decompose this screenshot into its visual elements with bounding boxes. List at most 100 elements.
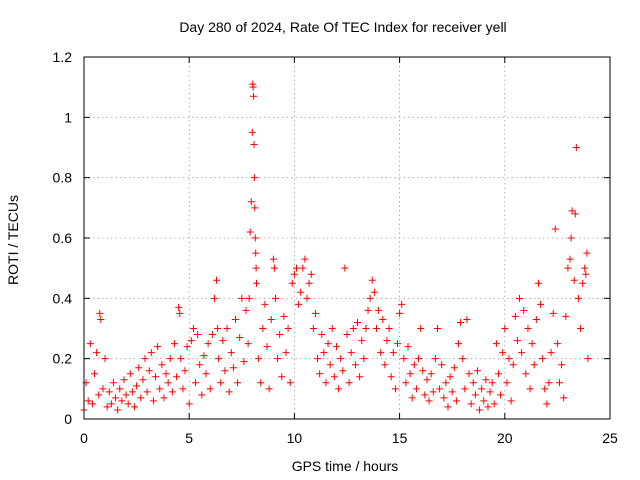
data-point [181, 367, 189, 375]
data-point [328, 325, 336, 332]
data-point [551, 225, 559, 233]
data-point [149, 397, 157, 405]
data-point [244, 340, 252, 348]
data-point [215, 355, 223, 363]
data-point [574, 294, 582, 302]
data-point [270, 264, 278, 272]
data-point [400, 355, 408, 363]
data-point [276, 331, 284, 339]
data-point [322, 379, 330, 387]
data-point [107, 400, 115, 408]
data-point [311, 309, 319, 317]
data-point [436, 385, 444, 393]
data-point [364, 306, 372, 314]
data-point [549, 309, 557, 317]
data-point [318, 331, 326, 339]
data-point [162, 370, 170, 378]
data-point [240, 358, 248, 366]
data-point [250, 92, 258, 100]
data-point [154, 343, 162, 351]
data-point [101, 355, 109, 363]
data-point [288, 279, 296, 287]
data-point [284, 325, 292, 332]
data-point [513, 337, 521, 345]
data-point [252, 249, 260, 257]
data-point [280, 312, 288, 320]
data-point [124, 400, 132, 408]
y-tick-label: 0.8 [53, 170, 73, 186]
data-point [556, 379, 564, 387]
y-tick-label: 0 [64, 411, 72, 427]
data-point [252, 264, 260, 272]
data-point [116, 385, 124, 393]
data-point [545, 379, 553, 387]
data-point [189, 325, 197, 332]
data-point [379, 315, 387, 323]
data-point [316, 370, 324, 378]
data-point [406, 370, 414, 378]
data-point [249, 83, 257, 91]
data-point [524, 325, 532, 332]
data-point [158, 361, 166, 369]
data-point [259, 325, 267, 332]
data-point [351, 361, 359, 369]
data-points [80, 80, 592, 414]
data-point [577, 325, 585, 332]
data-point [530, 361, 538, 369]
data-point [404, 343, 412, 351]
data-point [343, 331, 351, 339]
data-point [448, 388, 456, 396]
data-point [97, 315, 105, 323]
data-point [372, 325, 380, 332]
data-point [419, 367, 427, 375]
data-point [383, 337, 391, 345]
data-point [332, 343, 340, 351]
data-point [109, 379, 117, 387]
data-point [166, 355, 174, 363]
x-tick-labels: 0 5 10 15 20 25 [80, 430, 618, 446]
data-point [469, 379, 477, 387]
data-point [250, 140, 258, 148]
data-point [269, 255, 277, 263]
data-point [147, 349, 155, 357]
data-point [532, 315, 540, 323]
data-point [482, 376, 490, 384]
data-point [152, 373, 160, 381]
data-point [112, 394, 120, 402]
data-point [183, 343, 191, 351]
data-point [265, 385, 273, 393]
x-tick-label: 25 [602, 430, 618, 446]
data-point [130, 403, 138, 411]
data-point [290, 270, 298, 278]
data-point [402, 379, 410, 387]
data-point [455, 340, 463, 348]
data-point [391, 385, 399, 393]
data-point [347, 349, 355, 357]
data-point [564, 264, 572, 272]
data-point [261, 300, 269, 308]
data-point [486, 388, 494, 396]
data-point [478, 385, 486, 393]
data-point [537, 300, 545, 308]
data-point [198, 391, 206, 399]
data-point [324, 340, 332, 348]
data-point [103, 403, 111, 411]
data-point [175, 303, 183, 311]
data-point [509, 361, 517, 369]
data-point [505, 355, 513, 363]
data-point [579, 279, 587, 287]
data-point [396, 309, 404, 317]
data-point [251, 234, 259, 242]
data-point [446, 373, 454, 381]
data-point [286, 379, 294, 387]
data-point [238, 294, 246, 302]
data-point [221, 367, 229, 375]
data-point [570, 276, 578, 284]
data-point [562, 312, 570, 320]
data-point [442, 379, 450, 387]
data-point [206, 385, 214, 393]
data-point [516, 294, 524, 302]
data-point [141, 355, 149, 363]
data-point [219, 337, 227, 345]
